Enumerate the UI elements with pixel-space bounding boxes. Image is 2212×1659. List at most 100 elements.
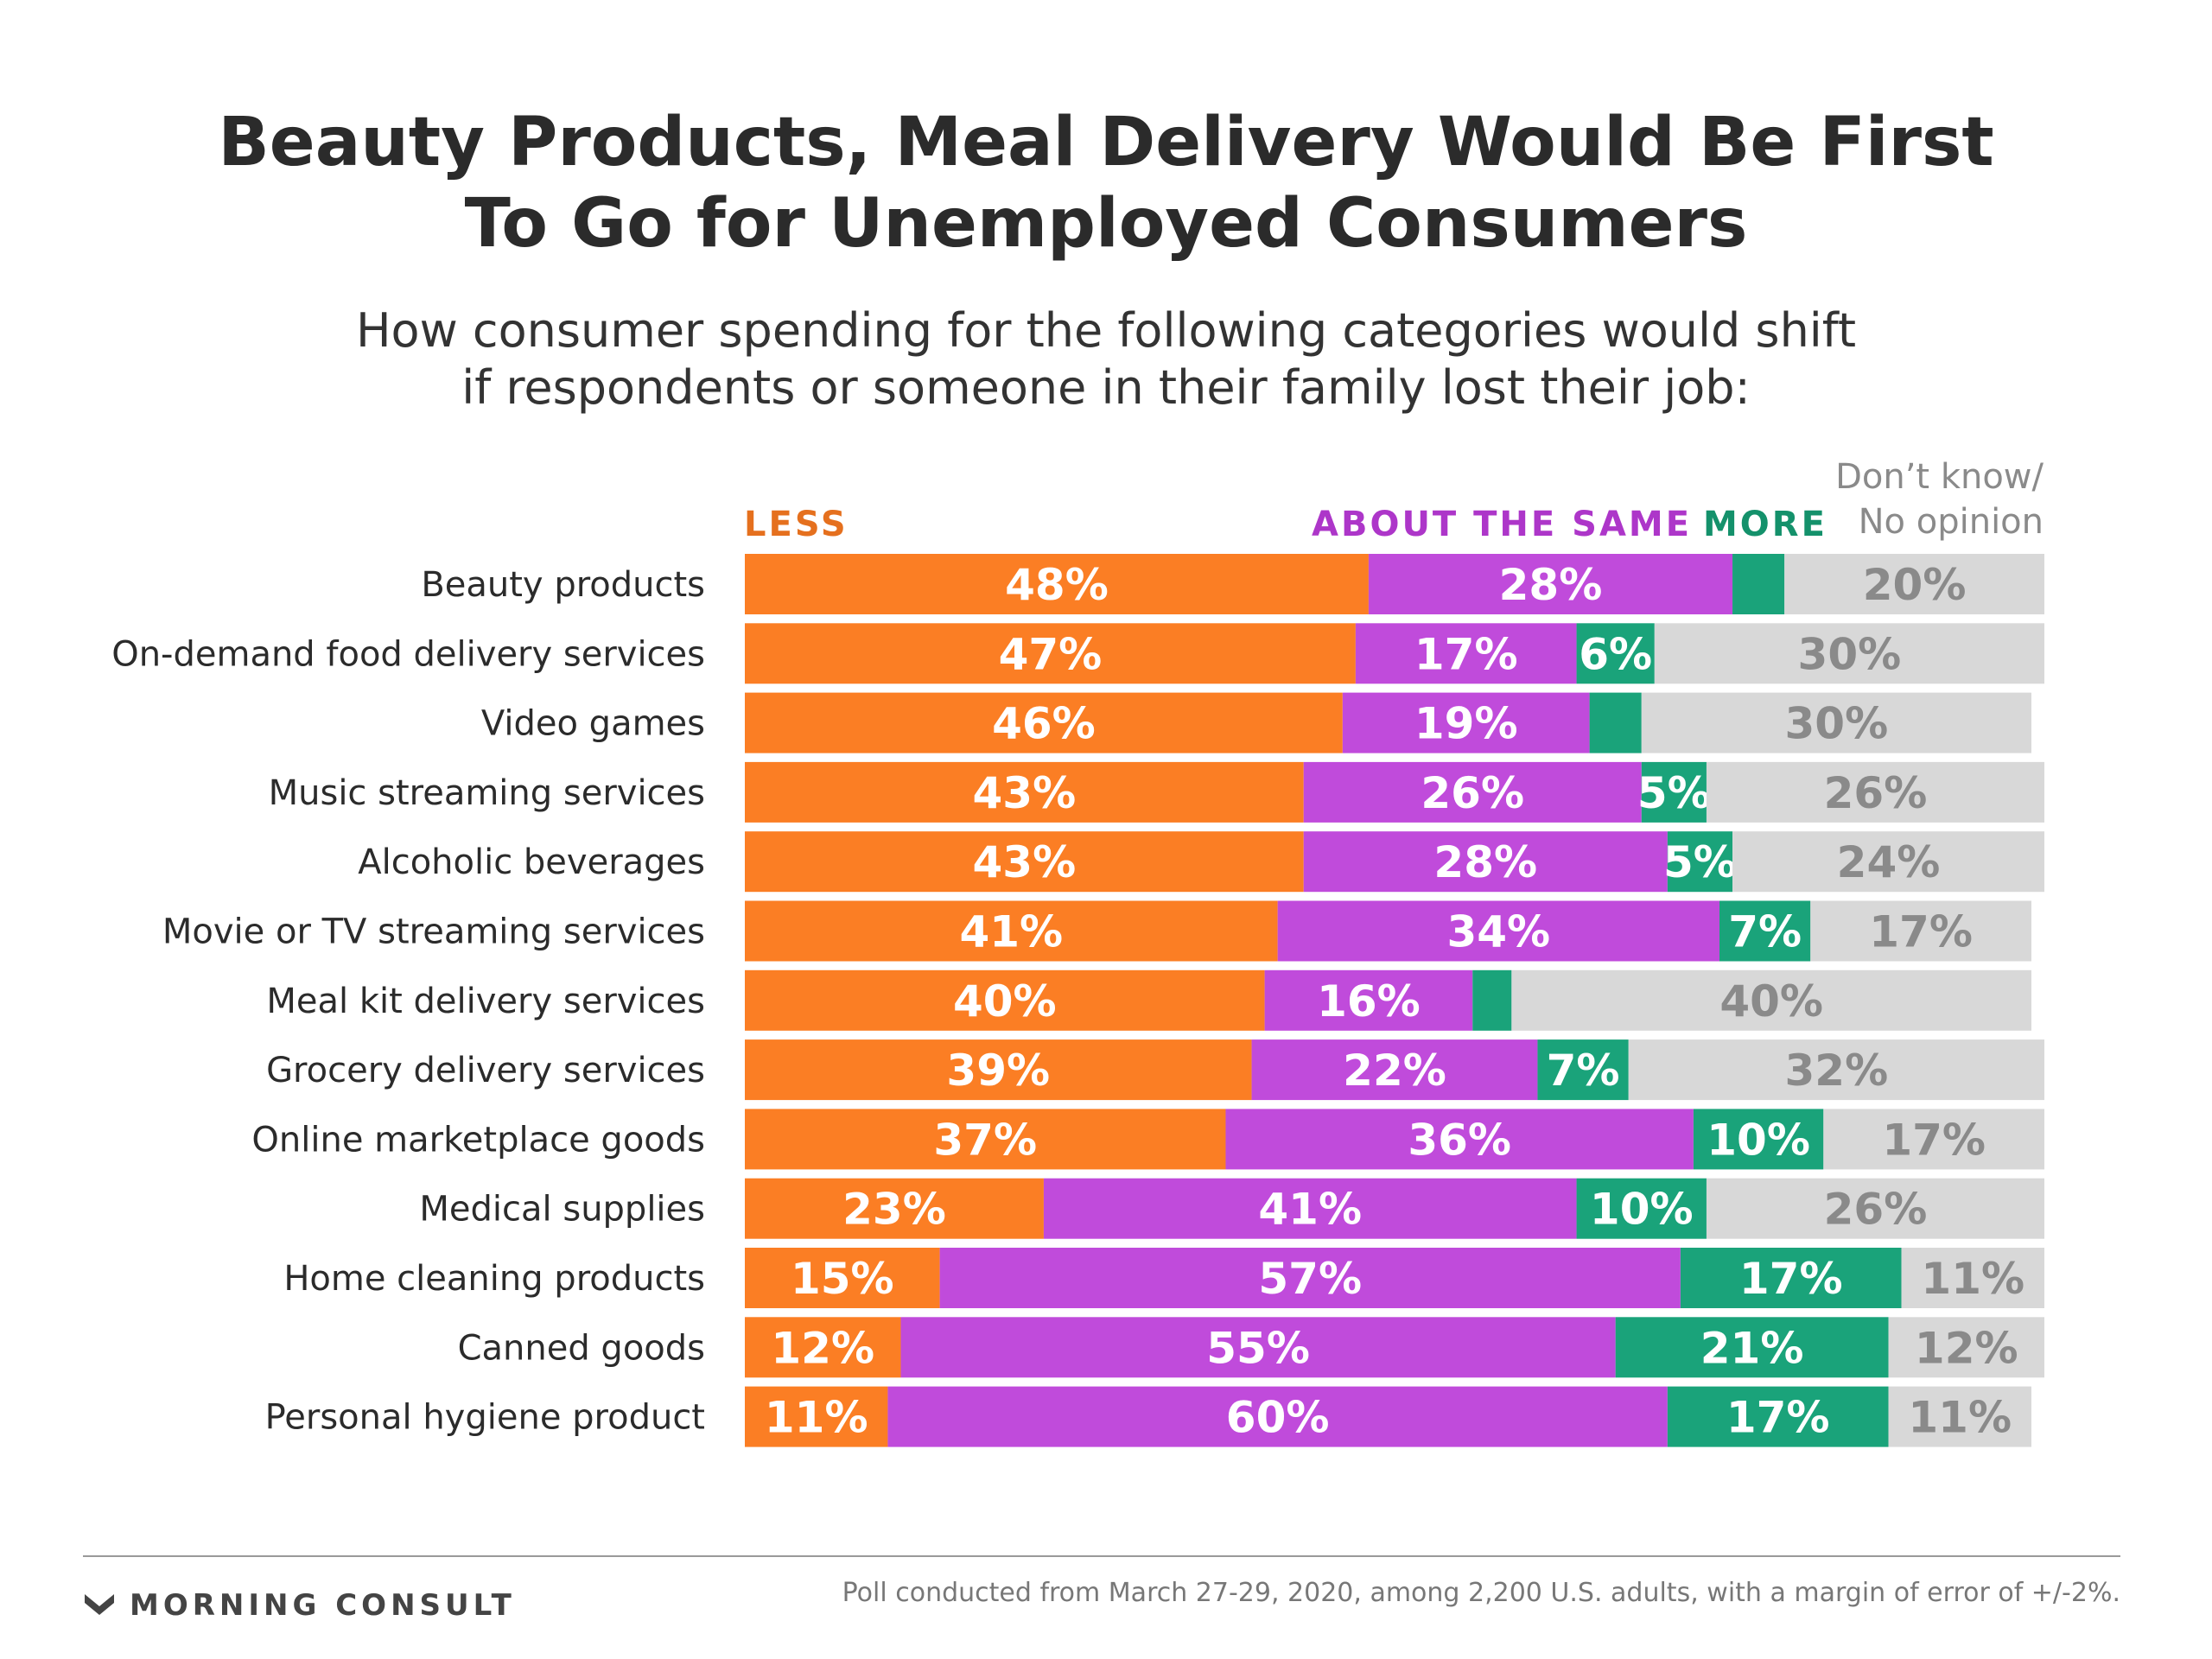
poll-footnote: Poll conducted from March 27-29, 2020, a… [842, 1578, 2120, 1608]
legend-dont-know-line-1: Don’t know/ [1835, 457, 2044, 497]
bar-segment-same-medical-supplies [1043, 1178, 1577, 1239]
chart-title-line-1: Beauty Products, Meal Delivery Would Be … [218, 104, 1994, 181]
bar-segment-more-grocery-delivery-services [1537, 1039, 1629, 1101]
footer-divider [83, 1555, 2120, 1557]
data-label-same-online-marketplace-goods: 36% [1408, 1115, 1511, 1165]
bar-segment-less-personal-hygiene-product [745, 1386, 888, 1447]
data-label-less-video-games: 46% [992, 699, 1096, 749]
data-label-less-on-demand-food-delivery-services: 47% [999, 629, 1103, 679]
data-label-dont-know-alcoholic-beverages: 24% [1837, 837, 1941, 887]
data-label-dont-know-online-marketplace-goods: 17% [1882, 1115, 1986, 1165]
bar-segment-more-home-cleaning-products [1680, 1248, 1902, 1308]
category-label-home-cleaning-products: Home cleaning products [283, 1259, 705, 1299]
data-label-less-personal-hygiene-product: 11% [765, 1393, 868, 1443]
bar-segment-dont-know-alcoholic-beverages [1732, 831, 2044, 893]
data-label-dont-know-canned-goods: 12% [1915, 1323, 2018, 1373]
bar-segment-same-online-marketplace-goods [1225, 1109, 1694, 1170]
bar-segment-dont-know-movie-or-tv-streaming-services [1810, 900, 2031, 962]
brand-name: MORNING CONSULT [130, 1588, 516, 1623]
category-label-beauty-products: Beauty products [421, 565, 705, 605]
data-label-same-medical-supplies: 41% [1258, 1185, 1362, 1235]
data-label-same-movie-or-tv-streaming-services: 34% [1446, 907, 1550, 957]
bar-segment-same-music-streaming-services [1303, 761, 1642, 823]
chart-subtitle-line-2: if respondents or someone in their famil… [461, 360, 1751, 415]
stacked-bar-chart: Beauty products 48% 28% 20% On-demand food d… [111, 554, 2044, 1447]
data-label-less-home-cleaning-products: 15% [791, 1254, 894, 1304]
bar-segment-dont-know-medical-supplies [1706, 1178, 2044, 1239]
data-label-dont-know-medical-supplies: 26% [1824, 1185, 1928, 1235]
bar-segment-less-movie-or-tv-streaming-services [745, 900, 1278, 962]
bar-segment-more-movie-or-tv-streaming-services [1719, 900, 1811, 962]
bar-segment-dont-know-online-marketplace-goods [1823, 1109, 2044, 1170]
bar-segment-less-alcoholic-beverages [745, 831, 1304, 893]
bar-segment-same-grocery-delivery-services [1251, 1039, 1538, 1101]
bar-segment-dont-know-music-streaming-services [1706, 761, 2044, 823]
data-label-more-music-streaming-services: 5% [1637, 768, 1711, 818]
data-label-more-grocery-delivery-services: 7% [1547, 1046, 1620, 1096]
data-label-same-alcoholic-beverages: 28% [1433, 837, 1537, 887]
data-label-more-on-demand-food-delivery-services: 6% [1579, 629, 1652, 679]
data-label-dont-know-movie-or-tv-streaming-services: 17% [1869, 907, 1973, 957]
chart-subtitle: How consumer spending for the following … [0, 302, 2212, 416]
data-label-same-music-streaming-services: 26% [1421, 768, 1524, 818]
category-label-grocery-delivery-services: Grocery delivery services [266, 1051, 705, 1090]
data-label-more-home-cleaning-products: 17% [1739, 1254, 1843, 1304]
bar-segment-dont-know-video-games [1641, 692, 2031, 753]
bar-segment-same-video-games [1342, 692, 1590, 753]
data-label-dont-know-video-games: 30% [1785, 699, 1889, 749]
bar-segment-same-on-demand-food-delivery-services [1355, 623, 1577, 684]
bar-segment-dont-know-meal-kit-delivery-services [1511, 969, 2031, 1031]
category-label-on-demand-food-delivery-services: On-demand food delivery services [111, 634, 705, 674]
bar-segment-dont-know-home-cleaning-products [1901, 1248, 2044, 1308]
data-label-dont-know-home-cleaning-products: 11% [1921, 1254, 2024, 1304]
chart-title-line-2: To Go for Unemployed Consumers [464, 185, 1748, 263]
bar-segment-more-alcoholic-beverages [1667, 831, 1733, 893]
bar-segment-more-online-marketplace-goods [1693, 1109, 1824, 1170]
data-label-same-meal-kit-delivery-services: 16% [1317, 976, 1421, 1027]
data-label-same-video-games: 19% [1414, 699, 1518, 749]
data-label-less-meal-kit-delivery-services: 40% [953, 976, 1057, 1027]
legend-dont-know-line-2: No opinion [1858, 502, 2044, 542]
data-label-same-home-cleaning-products: 57% [1258, 1254, 1362, 1304]
category-label-movie-or-tv-streaming-services: Movie or TV streaming services [162, 912, 705, 952]
legend-about-the-same: ABOUT THE SAME [1312, 505, 1693, 544]
data-label-more-medical-supplies: 10% [1590, 1185, 1694, 1235]
data-label-less-music-streaming-services: 43% [973, 768, 1077, 818]
data-label-less-online-marketplace-goods: 37% [933, 1115, 1037, 1165]
data-label-less-beauty-products: 48% [1005, 560, 1109, 610]
data-label-dont-know-beauty-products: 20% [1863, 560, 1967, 610]
bar-segment-less-grocery-delivery-services [745, 1039, 1252, 1101]
category-label-canned-goods: Canned goods [458, 1328, 705, 1368]
legend-more: MORE [1703, 505, 1827, 544]
bar-segment-less-medical-supplies [745, 1178, 1044, 1239]
bar-segment-more-meal-kit-delivery-services [1472, 969, 1512, 1031]
data-label-less-medical-supplies: 23% [842, 1185, 946, 1235]
data-label-same-beauty-products: 28% [1499, 560, 1603, 610]
data-label-more-movie-or-tv-streaming-services: 7% [1728, 907, 1802, 957]
bar-segment-less-music-streaming-services [745, 761, 1304, 823]
data-label-more-canned-goods: 21% [1700, 1323, 1804, 1373]
category-label-video-games: Video games [481, 704, 705, 744]
legend-less: LESS [744, 505, 849, 544]
bar-segment-less-online-marketplace-goods [745, 1109, 1226, 1170]
data-label-dont-know-personal-hygiene-product: 11% [1908, 1393, 2012, 1443]
legend-dont-know: Don’t know/ No opinion [1835, 454, 2044, 544]
bar-segment-less-canned-goods [745, 1317, 901, 1378]
data-label-same-grocery-delivery-services: 22% [1343, 1046, 1446, 1096]
data-label-more-personal-hygiene-product: 17% [1726, 1393, 1830, 1443]
category-label-music-streaming-services: Music streaming services [269, 773, 705, 813]
data-label-less-grocery-delivery-services: 39% [946, 1046, 1050, 1096]
data-label-dont-know-meal-kit-delivery-services: 40% [1719, 976, 1823, 1027]
bar-segment-same-beauty-products [1368, 554, 1733, 614]
bar-segment-less-video-games [745, 692, 1343, 753]
bar-segment-same-personal-hygiene-product [887, 1386, 1668, 1447]
chart-title: Beauty Products, Meal Delivery Would Be … [0, 102, 2212, 264]
bar-segment-dont-know-beauty-products [1784, 554, 2044, 614]
bar-segment-more-medical-supplies [1576, 1178, 1707, 1239]
category-label-alcoholic-beverages: Alcoholic beverages [358, 842, 705, 882]
bar-segment-less-meal-kit-delivery-services [745, 969, 1265, 1031]
morning-consult-logo-icon [85, 1594, 114, 1615]
bar-segment-more-personal-hygiene-product [1667, 1386, 1889, 1447]
bar-segment-more-video-games [1589, 692, 1642, 753]
bar-segment-dont-know-grocery-delivery-services [1628, 1039, 2044, 1101]
